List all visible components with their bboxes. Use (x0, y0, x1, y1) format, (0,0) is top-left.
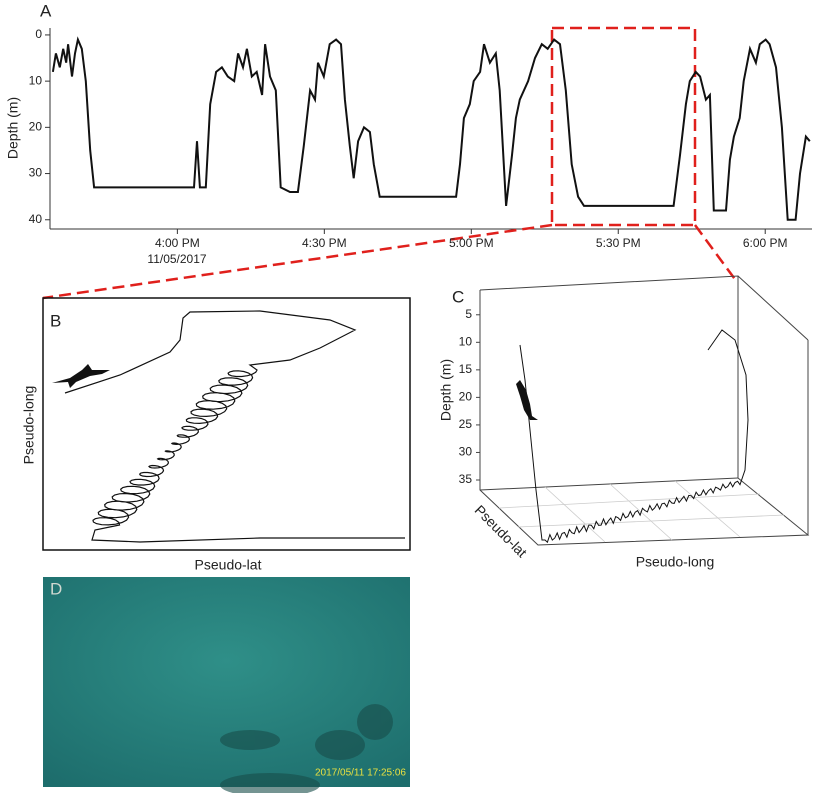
date-label: 11/05/2017 (147, 252, 206, 266)
x-axis-label: Pseudo-lat (195, 557, 262, 573)
panel-letter: B (50, 311, 61, 330)
x-tick-label: 6:00 PM (743, 236, 788, 250)
shark-icon (52, 364, 110, 388)
panel-letter: C (452, 287, 464, 306)
z-tick-label: 25 (459, 417, 473, 431)
z-tick-label: 10 (459, 334, 473, 348)
panel-letter: D (50, 579, 62, 598)
track (64, 310, 405, 543)
z-tick-label: 35 (459, 472, 473, 486)
shark-icon (516, 380, 538, 420)
y-tick-label: 10 (29, 73, 43, 87)
panel-frame (42, 297, 411, 551)
y-axis-label: Pseudo-long (21, 386, 37, 465)
x-tick-label: 5:30 PM (596, 236, 641, 250)
z-tick-label: 15 (459, 362, 473, 376)
y-axis-label: Depth (m) (5, 97, 21, 159)
depth-line (51, 36, 811, 221)
x-tick-label: 4:30 PM (302, 236, 347, 250)
track (519, 329, 749, 544)
timestamp: 2017/05/11 17:25:06 (315, 768, 406, 779)
y-axis-label: Pseudo-lat (472, 502, 531, 561)
photo-shapes (220, 704, 393, 793)
y-tick-label: 30 (29, 166, 43, 180)
z-tick-label: 5 (465, 307, 472, 321)
x-axis-label: Pseudo-long (636, 554, 715, 570)
x-tick-label: 5:00 PM (449, 236, 494, 250)
floor-grid (498, 480, 785, 543)
z-axis-label: Depth (m) (438, 359, 454, 421)
panel-letter: A (40, 1, 52, 20)
zoom-indicator (42, 26, 739, 300)
box-3d (479, 275, 810, 546)
y-tick-label: 40 (29, 212, 43, 226)
x-tick-label: 4:00 PM (155, 236, 200, 250)
z-tick-label: 20 (459, 390, 473, 404)
y-tick-label: 0 (35, 27, 42, 41)
y-tick-label: 20 (29, 120, 43, 134)
z-tick-label: 30 (459, 445, 473, 459)
